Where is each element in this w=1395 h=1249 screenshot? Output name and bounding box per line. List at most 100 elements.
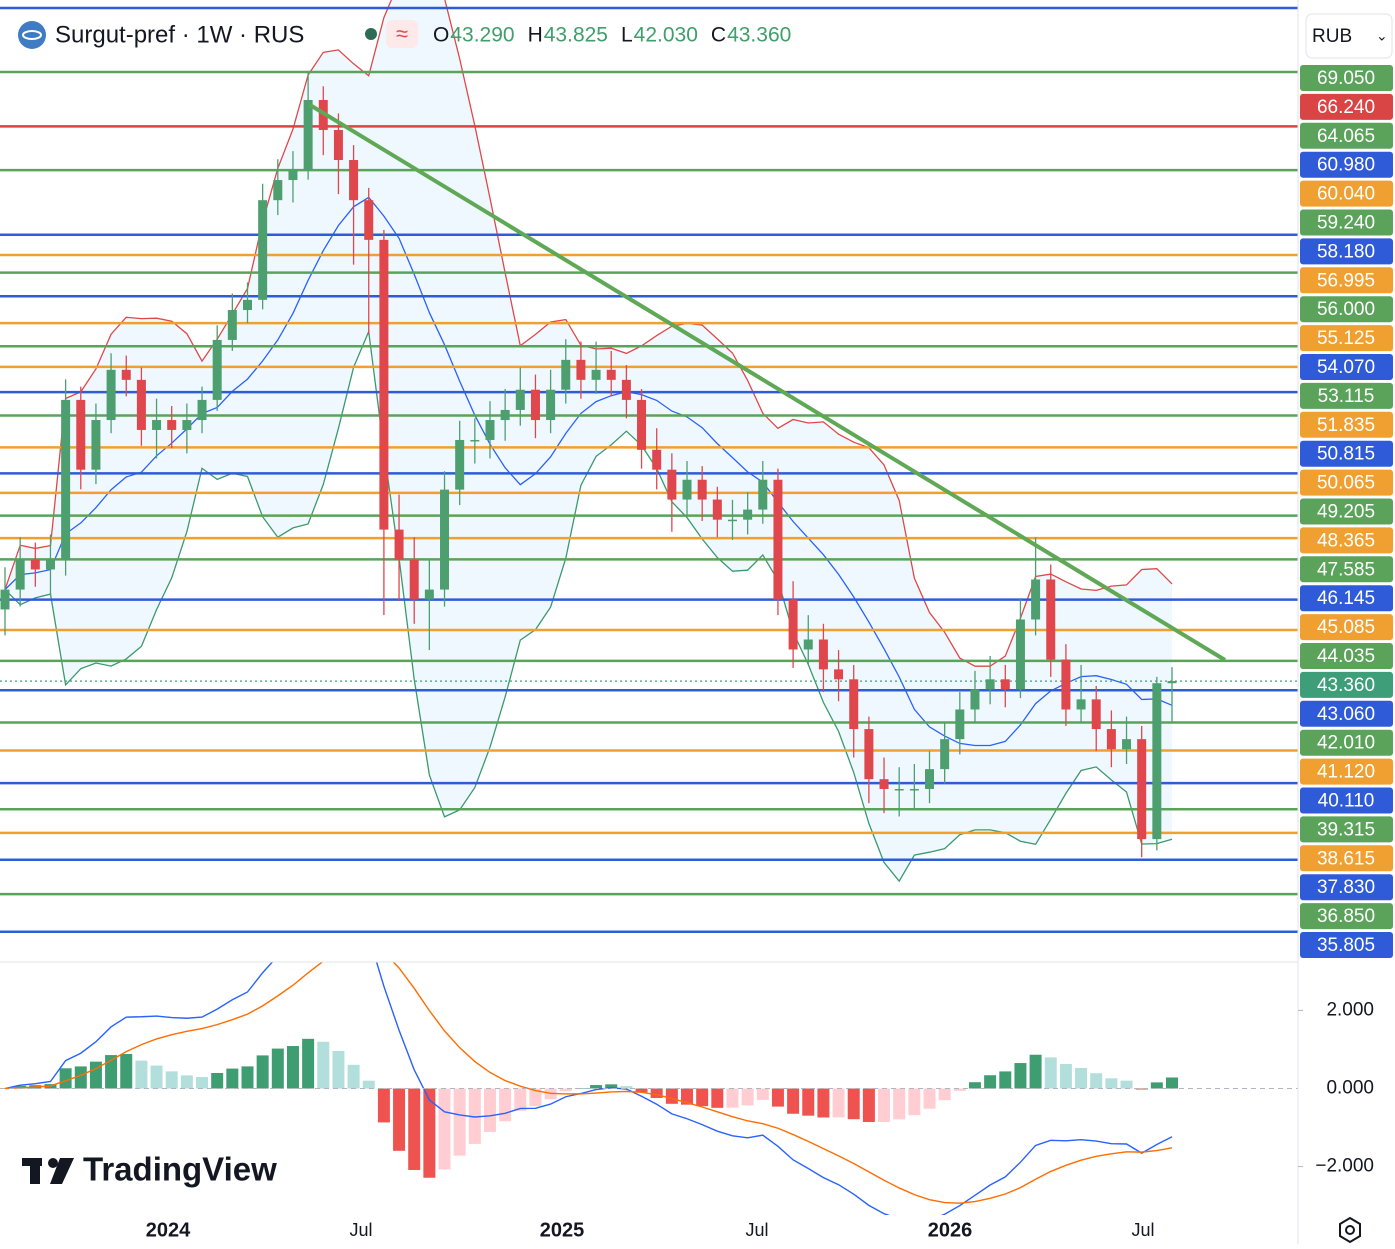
candle-body <box>667 469 677 500</box>
level-label-box <box>1300 527 1393 554</box>
settings-icon[interactable] <box>1339 1216 1361 1244</box>
level-label-box <box>1300 903 1393 930</box>
logo-mark <box>50 1158 74 1184</box>
candle-body <box>212 339 222 400</box>
macd-histogram <box>817 1088 830 1118</box>
level-label: 59.240 <box>1317 213 1375 234</box>
axes: 69.050 66.240 64.065 60.980 60.040 59.240 58.1… <box>146 65 1393 1241</box>
indicator-toggle[interactable] <box>386 20 418 48</box>
candle-body <box>970 689 980 710</box>
candle-body <box>712 499 722 520</box>
ohlc-value: 43.360 <box>727 24 791 47</box>
macd-histogram <box>605 1084 618 1089</box>
candle-body <box>91 420 101 470</box>
candle-body <box>727 519 737 522</box>
x-tick-label: 2026 <box>928 1219 973 1241</box>
candle-body <box>106 369 116 421</box>
level-label-box <box>1300 729 1393 756</box>
settings-hex <box>1339 1216 1361 1244</box>
macd-histogram <box>1135 1088 1148 1090</box>
level-label: 60.980 <box>1317 155 1375 176</box>
level-label: 36.850 <box>1317 906 1375 927</box>
macd-histogram <box>1120 1080 1133 1089</box>
macd-histogram <box>999 1071 1012 1089</box>
level-label-box <box>1300 643 1393 669</box>
candle-body <box>273 180 283 201</box>
level-label-box <box>1300 440 1393 467</box>
level-label-box <box>1300 65 1393 91</box>
level-label-box <box>1300 787 1393 814</box>
macd-histogram <box>332 1050 345 1089</box>
level-label-box <box>1300 325 1393 352</box>
ohlc-value: 42.030 <box>634 24 698 47</box>
macd-tick-label: 0.000 <box>1326 1078 1374 1099</box>
macd-histogram <box>953 1088 966 1091</box>
macd-histogram <box>711 1088 724 1108</box>
currency-button[interactable] <box>1305 13 1393 59</box>
logo-mark <box>30 1158 40 1184</box>
level-label: 69.050 <box>1317 68 1375 89</box>
x-tick-label: 2024 <box>146 1219 191 1241</box>
candle-body <box>985 679 995 690</box>
macd-histogram <box>984 1075 997 1089</box>
level-label: 66.240 <box>1317 97 1375 118</box>
x-tick-label: 2025 <box>540 1219 585 1241</box>
level-label: 60.040 <box>1317 184 1375 205</box>
candle-body <box>758 479 768 510</box>
macd-histogram <box>226 1068 239 1089</box>
level-label: 53.115 <box>1318 386 1375 407</box>
level-label-box <box>1300 180 1393 207</box>
level-label: 50.815 <box>1317 444 1375 465</box>
candle-body <box>1152 683 1162 840</box>
macd-histogram <box>211 1072 224 1089</box>
ohlc-key: O <box>433 24 449 47</box>
level-label: 48.365 <box>1317 530 1375 551</box>
macd-histogram <box>696 1088 709 1107</box>
macd-histogram <box>559 1088 572 1092</box>
candle-body <box>1031 579 1041 620</box>
candle-body <box>288 169 298 181</box>
candle-body <box>364 200 374 240</box>
level-label: 49.205 <box>1317 502 1375 523</box>
level-label-box <box>1300 354 1393 380</box>
level-label: 45.085 <box>1317 617 1375 638</box>
macd-histogram <box>271 1048 284 1089</box>
candle-body <box>379 239 389 530</box>
candle-body <box>0 589 10 610</box>
macd-histogram <box>438 1088 451 1170</box>
candle-body <box>576 359 586 380</box>
level-label: 42.010 <box>1317 733 1375 754</box>
level-label: 56.000 <box>1317 299 1375 320</box>
level-label: 35.805 <box>1317 935 1375 956</box>
candle-body <box>1076 699 1086 710</box>
macd-histogram <box>514 1088 527 1111</box>
candle-body <box>197 399 207 421</box>
x-tick-label: Jul <box>349 1220 372 1240</box>
macd-histogram <box>787 1088 800 1114</box>
candle-body <box>258 200 268 300</box>
candle-body <box>925 769 935 789</box>
candle-body <box>500 409 510 421</box>
macd-histogram <box>862 1088 875 1122</box>
header: Surgut-pref · 1W · RUS ≈ RUB ⌄ O 43.290 H 4… <box>18 13 1393 59</box>
candle-body <box>849 679 859 730</box>
symbol-icon-mark <box>22 30 42 40</box>
candle-body <box>333 129 343 161</box>
level-label: 50.065 <box>1317 473 1375 494</box>
candle-body <box>818 639 828 670</box>
candle-body <box>909 788 919 791</box>
candle-body <box>834 669 844 680</box>
level-label: 43.360 <box>1317 675 1375 696</box>
ohlc-key: C <box>711 24 726 47</box>
ohlc-key: L <box>621 24 633 47</box>
macd-histogram <box>1090 1073 1103 1089</box>
candle-body <box>227 310 237 340</box>
ohlc-key: H <box>528 24 543 47</box>
candle-body <box>455 439 465 490</box>
candle-body <box>349 160 359 201</box>
level-label-box <box>1300 758 1393 785</box>
candle-body <box>167 420 177 430</box>
macd-histogram <box>408 1088 421 1170</box>
ohlc-value: 43.825 <box>544 24 608 47</box>
candle-body <box>652 449 662 470</box>
